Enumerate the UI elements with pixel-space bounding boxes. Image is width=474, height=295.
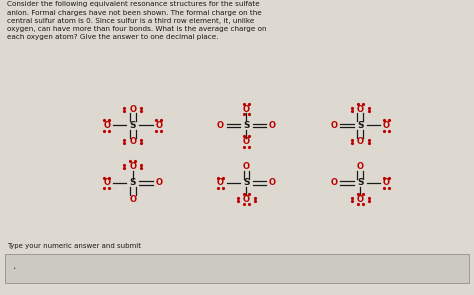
Text: O: O [269,178,276,187]
Text: S: S [129,121,136,130]
Text: O: O [243,105,250,114]
Text: S: S [243,121,250,130]
Text: O: O [129,105,136,114]
Text: Consider the following equivalent resonance structures for the sulfate
anion. Fo: Consider the following equivalent resona… [7,1,266,40]
Text: S: S [129,178,136,187]
Text: O: O [331,178,337,187]
Text: O: O [243,137,250,146]
Text: O: O [269,121,276,130]
Text: O: O [383,121,390,130]
Text: O: O [357,137,364,146]
Text: O: O [243,195,250,204]
Text: O: O [129,162,136,171]
Text: Type your numeric answer and submit: Type your numeric answer and submit [7,243,141,249]
Text: O: O [103,121,110,130]
Text: S: S [243,178,250,187]
Text: •: • [12,266,15,271]
Text: O: O [331,121,337,130]
Text: O: O [243,162,250,171]
Text: O: O [129,137,136,146]
Text: S: S [357,121,364,130]
Text: O: O [357,195,364,204]
Text: O: O [155,178,162,187]
Text: O: O [383,178,390,187]
Text: S: S [357,178,364,187]
Text: O: O [357,105,364,114]
FancyBboxPatch shape [5,254,469,283]
Text: O: O [217,121,224,130]
Text: O: O [129,195,136,204]
Text: O: O [357,162,364,171]
Text: O: O [217,178,224,187]
Text: O: O [155,121,162,130]
Text: O: O [103,178,110,187]
